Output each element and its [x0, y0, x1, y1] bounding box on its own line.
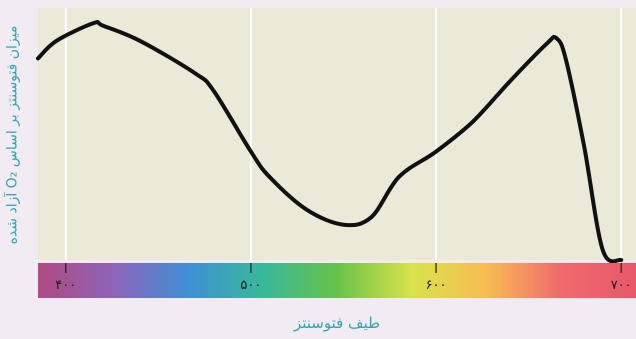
- data-point: [304, 208, 308, 212]
- data-point: [582, 145, 586, 149]
- data-point: [101, 24, 105, 28]
- data-point: [249, 150, 253, 154]
- x-tick-label: ۶۰۰: [426, 278, 447, 293]
- data-point: [619, 258, 623, 262]
- data-point: [92, 21, 96, 25]
- data-point: [471, 119, 475, 123]
- data-point: [341, 223, 345, 227]
- data-point: [36, 56, 40, 60]
- x-tick-label: ۴۰۰: [55, 278, 76, 293]
- data-point: [508, 79, 512, 83]
- x-tick-label: ۵۰۰: [240, 278, 261, 293]
- action-spectrum-curve: [36, 20, 624, 264]
- plot-area: [38, 8, 636, 260]
- data-point: [601, 248, 605, 252]
- visible-spectrum-bar: [38, 263, 636, 298]
- data-point: [397, 175, 401, 179]
- grid-lines: [64, 8, 623, 260]
- x-tick-labels: ۴۰۰ ۵۰۰ ۶۰۰ ۷۰۰: [55, 263, 632, 293]
- data-point: [554, 36, 558, 40]
- data-point: [138, 39, 142, 43]
- data-point: [369, 215, 373, 219]
- data-point: [434, 150, 438, 154]
- data-point: [545, 41, 549, 45]
- data-point: [267, 175, 271, 179]
- data-point: [193, 72, 197, 76]
- y-axis-label: میزان فتوسنتز بر اساس O₂ آزاد شده: [4, 25, 20, 245]
- data-point: [564, 56, 568, 60]
- x-tick-label: ۷۰۰: [611, 278, 632, 293]
- data-point: [55, 39, 59, 43]
- x-axis-label: طیف فتوسنتز: [293, 314, 381, 332]
- data-point: [212, 89, 216, 93]
